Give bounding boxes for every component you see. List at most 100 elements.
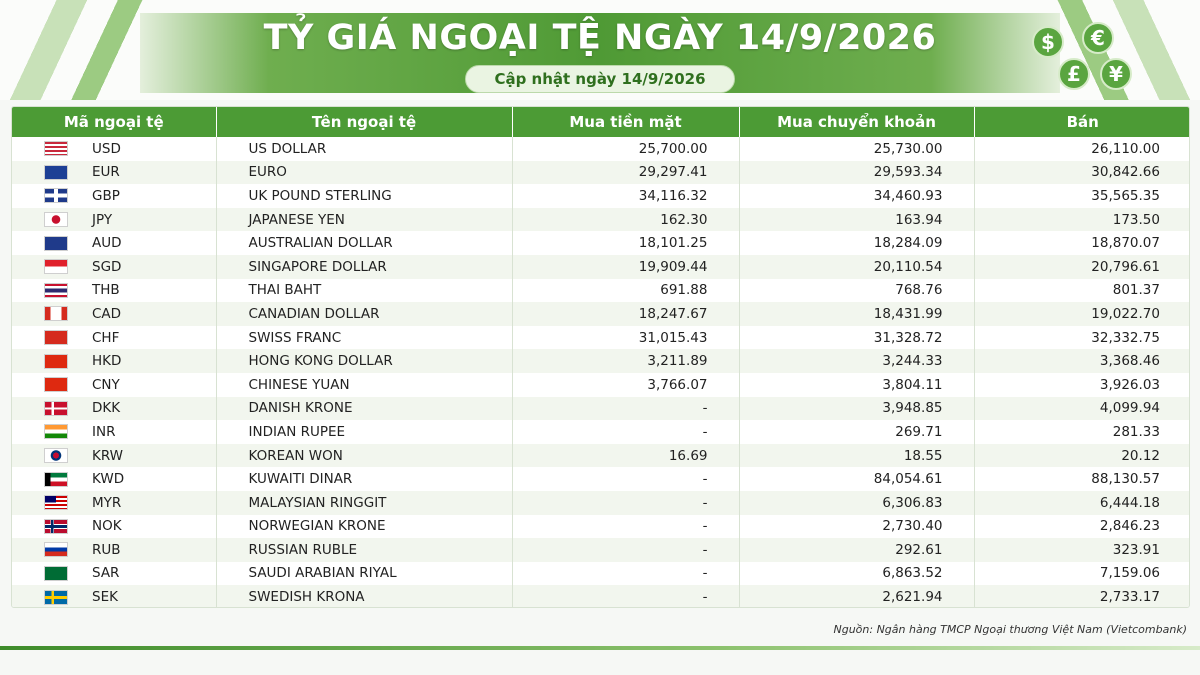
transfer-buy-rate: 84,054.61 [739, 467, 975, 491]
cash-buy-rate: - [512, 467, 740, 491]
currency-code: KWD [92, 471, 125, 488]
table-row: CNY CHINESE YUAN 3,766.07 3,804.11 3,926.03 [12, 372, 1189, 397]
table-row: CHF SWISS FRANC 31,015.43 31,328.72 32,332.7… [12, 325, 1189, 350]
flag-thb-icon [44, 282, 68, 298]
currency-code-cell: KRW [12, 443, 217, 468]
column-header-transfer-buy: Mua chuyển khoản [739, 107, 975, 137]
currency-code: GBP [92, 187, 120, 204]
flag-jpy-icon [44, 212, 68, 228]
table-row: GBP UK POUND STERLING 34,116.32 34,460.93 35… [12, 184, 1189, 208]
flag-sar-icon [44, 565, 68, 581]
transfer-buy-rate: 20,110.54 [739, 254, 975, 279]
transfer-buy-rate: 18,431.99 [739, 302, 975, 326]
sell-rate: 2,846.23 [1099, 518, 1160, 535]
table-header-row: Mã ngoại tệ Tên ngoại tệ Mua tiền mặt Mu… [12, 107, 1189, 137]
currency-name: SINGAPORE DOLLAR [216, 254, 513, 279]
cash-buy-rate: 18,101.25 [512, 231, 740, 255]
sell-rate: 19,022.70 [974, 302, 1189, 326]
currency-code: NOK [92, 518, 122, 535]
table-row: THB THAI BAHT 691.88 768.76 801.37 [12, 278, 1189, 303]
table-row: USD US DOLLAR 25,700.00 25,730.00 26,110.00 [12, 137, 1189, 161]
currency-code-cell: JPY [12, 207, 217, 232]
table-row: INR INDIAN RUPEE -269.71 281.33 [12, 420, 1189, 444]
cash-buy-rate: - [512, 420, 740, 444]
pound-icon: £ [1058, 58, 1090, 90]
sell-rate: 26,110.00 [1091, 140, 1160, 157]
sell-rate: 35,565.35 [1091, 187, 1160, 204]
currency-code: EUR [92, 164, 120, 181]
currency-code: MYR [92, 494, 122, 511]
source-note: Nguồn: Ngân hàng TMCP Ngoại thương Việt … [833, 623, 1187, 636]
currency-code: RUB [92, 541, 121, 558]
currency-code-cell: AUD [12, 231, 217, 255]
cash-buy-rate: 31,015.43 [512, 325, 740, 350]
cash-buy-rate: - [512, 561, 740, 586]
currency-code-cell: THB [12, 278, 217, 303]
currency-code: KRW [92, 447, 124, 464]
currency-code: INR [92, 423, 116, 440]
flag-myr-icon [44, 495, 68, 511]
currency-code-cell: EUR [12, 160, 217, 185]
transfer-buy-rate: 768.76 [739, 278, 975, 303]
transfer-buy-rate: 269.71 [739, 420, 975, 444]
currency-name: AUSTRALIAN DOLLAR [216, 231, 513, 255]
sell-rate: 18,870.07 [1091, 235, 1160, 252]
yen-icon: ¥ [1100, 58, 1132, 90]
transfer-buy-rate: 2,621.94 [739, 585, 975, 607]
currency-code: SAR [92, 565, 120, 582]
currency-code-cell: GBP [12, 184, 217, 208]
currency-coins: $ € £ ¥ [1030, 22, 1140, 92]
page-title: TỶ GIÁ NGOẠI TỆ NGÀY 14/9/2026 [263, 18, 937, 58]
currency-name: US DOLLAR [216, 137, 513, 161]
currency-code: AUD [92, 235, 122, 252]
sell-rate: 32,332.75 [1091, 329, 1160, 346]
cash-buy-rate: 34,116.32 [512, 184, 740, 208]
column-header-cash-buy: Mua tiền mặt [512, 107, 740, 137]
cash-buy-rate: 16.69 [512, 443, 740, 468]
sell-rate: 3,926.03 [1099, 376, 1160, 393]
currency-code: CHF [92, 329, 120, 346]
table-row: EUR EURO 29,297.41 29,593.34 30,842.66 [12, 160, 1189, 185]
transfer-buy-rate: 18.55 [739, 443, 975, 468]
currency-code: JPY [92, 211, 113, 228]
footer-divider [0, 646, 1200, 650]
currency-code-cell: KWD [12, 467, 217, 491]
transfer-buy-rate: 3,948.85 [739, 396, 975, 421]
transfer-buy-rate: 292.61 [739, 538, 975, 562]
sell-rate: 20.12 [974, 443, 1189, 468]
cash-buy-rate: 29,297.41 [512, 160, 740, 185]
flag-sek-icon [44, 589, 68, 605]
sell-rate: 20,796.61 [974, 254, 1189, 279]
currency-code-cell: MYR [12, 490, 217, 515]
sell-rate: 281.33 [1112, 423, 1160, 440]
transfer-buy-rate: 163.94 [739, 207, 975, 232]
currency-code-cell: HKD [12, 349, 217, 373]
transfer-buy-rate: 34,460.93 [739, 184, 975, 208]
currency-name: SWISS FRANC [216, 325, 513, 350]
transfer-buy-rate: 6,306.83 [739, 490, 975, 515]
currency-name: KOREAN WON [216, 443, 513, 468]
flag-hkd-icon [44, 353, 68, 369]
currency-code-cell: CNY [12, 372, 217, 397]
currency-name: HONG KONG DOLLAR [216, 349, 513, 373]
sell-rate: 323.91 [974, 538, 1189, 562]
currency-name: SWEDISH KRONA [216, 585, 513, 607]
transfer-buy-rate: 18,284.09 [739, 231, 975, 255]
cash-buy-rate: - [512, 585, 740, 607]
flag-usd-icon [44, 141, 68, 157]
transfer-buy-rate: 2,730.40 [739, 514, 975, 539]
table-row: DKK DANISH KRONE -3,948.85 4,099.94 [12, 396, 1189, 421]
flag-inr-icon [44, 424, 68, 440]
flag-chf-icon [44, 330, 68, 346]
currency-code-cell: INR [12, 420, 217, 444]
currency-code-cell: USD [12, 137, 217, 161]
currency-code-cell: CAD [12, 302, 217, 326]
table-row: JPY JAPANESE YEN 162.30 163.94 173.50 [12, 207, 1189, 232]
column-header-code: Mã ngoại tệ [12, 107, 217, 137]
currency-code-cell: SGD [12, 254, 217, 279]
currency-code-cell: NOK [12, 514, 217, 539]
currency-code-cell: SEK [12, 585, 217, 607]
currency-name: CHINESE YUAN [216, 372, 513, 397]
currency-name: THAI BAHT [216, 278, 513, 303]
flag-nok-icon [44, 518, 68, 534]
